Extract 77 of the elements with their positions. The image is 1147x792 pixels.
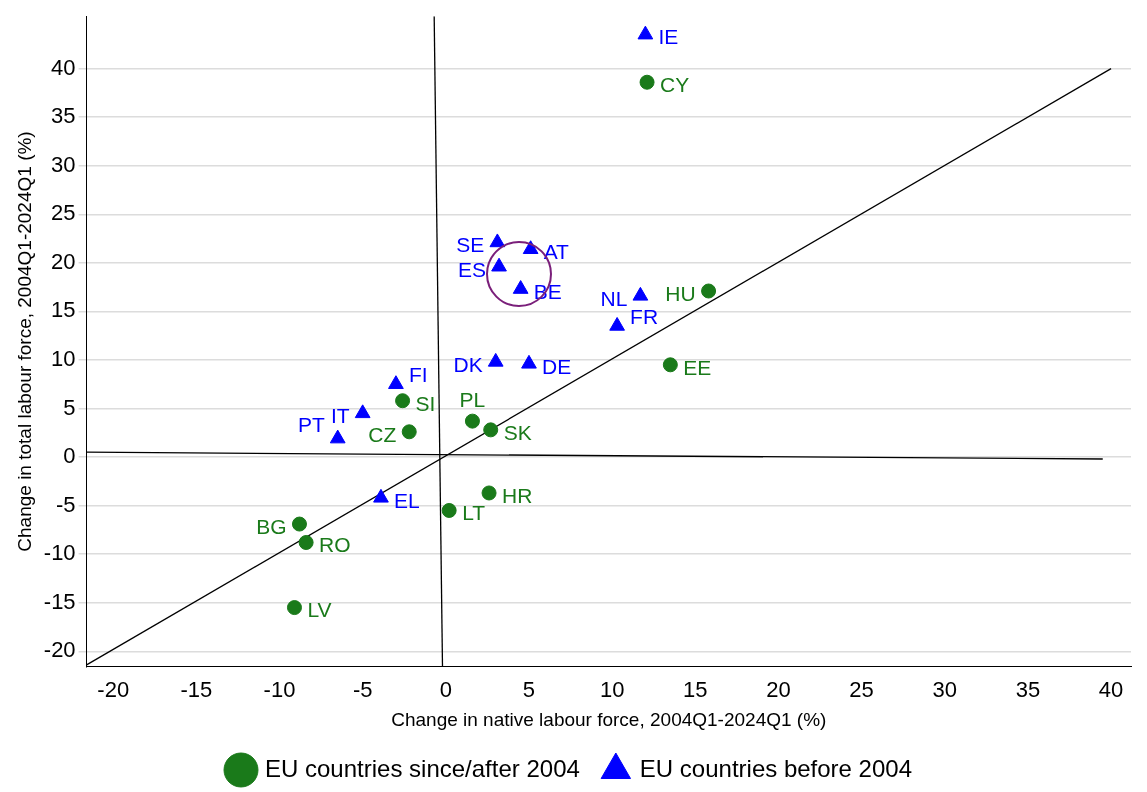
y-tick-label: 5 — [63, 394, 76, 420]
annotation: FI — [408, 363, 428, 387]
annotation: AT — [543, 240, 570, 264]
x-axis-title: Change in native labour force, 2004Q1-2024Q1 (%) — [391, 708, 827, 730]
x-tick-label: 30 — [932, 677, 957, 703]
y-tick-label: -15 — [43, 588, 76, 614]
point — [441, 502, 457, 518]
x-tick-label: -10 — [263, 677, 296, 703]
x-tick-label: 25 — [849, 677, 874, 703]
point — [401, 424, 417, 440]
annotation: DK — [453, 352, 483, 376]
legend-label: EU countries since/after 2004 — [265, 754, 580, 782]
point — [632, 286, 649, 301]
annotation: FR — [630, 304, 659, 328]
x-tick-label: 40 — [1098, 677, 1124, 703]
point — [483, 422, 499, 438]
point — [395, 393, 411, 409]
y-tick-label: -20 — [43, 637, 76, 663]
point — [637, 25, 654, 40]
x-tick-label: 10 — [599, 677, 625, 703]
annotation: RO — [319, 533, 351, 557]
x-tick-label: 15 — [683, 677, 708, 703]
point — [521, 354, 537, 369]
point — [291, 516, 307, 532]
x-tick-label: -5 — [352, 677, 373, 703]
point — [662, 357, 678, 373]
legend-label: EU countries before 2004 — [639, 754, 913, 782]
annotation: ES — [458, 257, 487, 281]
annotation: DE — [541, 354, 572, 378]
point — [329, 429, 346, 444]
point — [481, 485, 497, 501]
x-tick-label: -20 — [97, 677, 130, 703]
annotation: PL — [459, 387, 486, 411]
point — [373, 488, 389, 503]
point — [298, 535, 314, 551]
point — [701, 283, 717, 299]
y-tick-label: 15 — [51, 297, 76, 323]
annotation: EE — [683, 355, 712, 379]
annotation: LV — [307, 598, 332, 622]
point — [609, 316, 625, 331]
point — [512, 280, 529, 294]
annotation: SK — [503, 420, 532, 444]
annotation: EL — [393, 488, 420, 512]
annotation: LT — [462, 501, 486, 525]
y-tick-label: 0 — [63, 443, 76, 469]
annotation: NL — [600, 286, 628, 310]
point — [464, 413, 480, 429]
x-tick-label: 5 — [522, 677, 536, 703]
annotation: PT — [297, 413, 325, 437]
x-tick-label: -15 — [180, 677, 213, 703]
y-axis-title: Change in total labour force, 2004Q1-2024Q1 (%) — [13, 131, 35, 552]
annotation: HR — [502, 483, 533, 507]
annotation: IE — [658, 25, 679, 49]
y-tick-label: -10 — [43, 540, 76, 566]
annotation: CZ — [368, 422, 397, 446]
x-tick-label: 35 — [1015, 677, 1041, 703]
y-tick-label: 40 — [51, 54, 76, 80]
x-tick-label: 20 — [766, 677, 791, 703]
x-tick-label: 0 — [439, 677, 452, 703]
y-tick-label: -5 — [56, 491, 76, 517]
point — [489, 233, 506, 248]
annotation: IT — [331, 404, 350, 428]
annotation: SI — [415, 391, 436, 415]
annotation: SE — [456, 233, 485, 257]
y-tick-label: 25 — [51, 200, 76, 226]
y-tick-label: 20 — [51, 248, 76, 274]
point — [388, 375, 404, 389]
point — [354, 404, 371, 419]
point — [286, 600, 302, 616]
y-tick-label: 10 — [51, 346, 76, 372]
annotation: BG — [256, 514, 287, 538]
annotation: CY — [660, 73, 690, 97]
y-tick-label: 35 — [51, 103, 76, 129]
point — [487, 352, 504, 367]
point — [491, 257, 507, 272]
y-tick-label: 30 — [51, 151, 76, 177]
annotation: HU — [665, 281, 696, 305]
